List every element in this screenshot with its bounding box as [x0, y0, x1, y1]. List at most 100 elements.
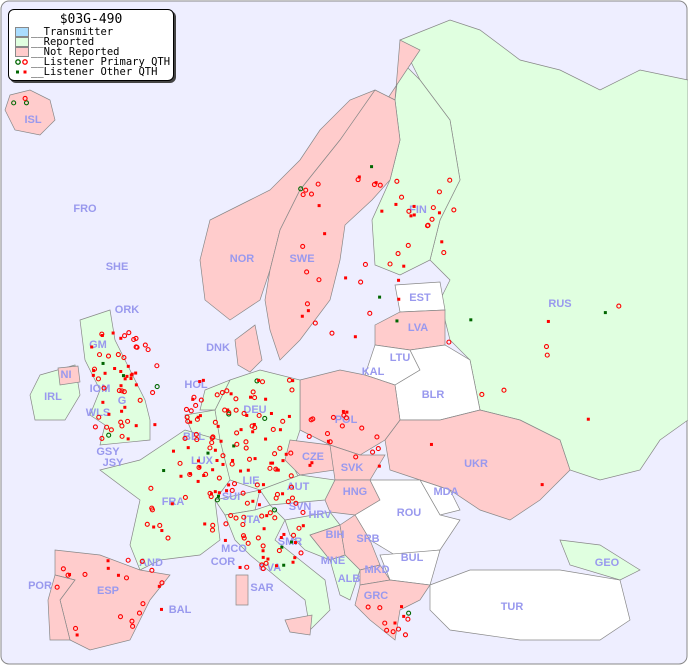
listener-primary-qth-marker [402, 632, 409, 638]
listener-primary-qth-marker [193, 402, 199, 409]
listener-primary-qth-marker [219, 390, 225, 396]
reported-swatch [15, 37, 29, 47]
listener-other-qth-marker [271, 461, 275, 465]
listener-primary-qth-marker [358, 279, 364, 285]
listener-other-qth-marker [129, 377, 133, 381]
listener-other-qth-marker [440, 240, 444, 244]
listener-primary-qth-marker [104, 424, 110, 430]
listener-other-qth-marker [123, 377, 127, 381]
listener-other-qth-marker [106, 559, 110, 563]
listener-primary-qth-marker [259, 379, 266, 385]
listener-other-qth-marker [229, 392, 233, 396]
listener-other-qth-marker [188, 472, 192, 476]
listener-primary-qth-marker [126, 330, 132, 336]
country-label-srb: SRB [356, 533, 379, 545]
listener-primary-qth-marker [304, 301, 310, 307]
listener-primary-qth-marker [142, 342, 148, 348]
country-label-dnk: DNK [206, 342, 230, 354]
listener-other-qth-marker [380, 209, 384, 213]
listener-primary-qth-marker [436, 189, 442, 195]
listener-other-qth-marker [603, 311, 607, 315]
listener-primary-qth-marker [133, 344, 139, 350]
listener-primary-qth-marker [387, 261, 393, 267]
listener-primary-qth-marker [210, 522, 216, 528]
listener-other-qth-marker [257, 490, 261, 494]
listener-other-qth-marker [264, 437, 268, 441]
legend: $03G-490 __Transmitter __Reported __Not … [8, 9, 174, 81]
listener-other-qth-marker [291, 379, 295, 383]
legend-label: __Listener Other QTH [31, 66, 158, 78]
listener-primary-qth-marker [117, 614, 124, 620]
listener-primary-qth-marker [272, 451, 278, 457]
listener-primary-qth-marker [241, 410, 247, 417]
listener-primary-qth-marker [310, 416, 316, 422]
listener-primary-qth-marker [136, 610, 143, 616]
listener-primary-qth-marker [300, 509, 306, 515]
listener-other-qth-marker [153, 423, 157, 427]
listener-primary-qth-marker [96, 352, 103, 358]
country-label-wls: WLS [86, 407, 110, 419]
country-dnk [234, 324, 263, 373]
listener-primary-qth-marker [267, 510, 273, 516]
listener-primary-qth-marker [125, 418, 131, 424]
listener-other-qth-marker [300, 314, 304, 318]
listener-primary-qth-marker [11, 100, 17, 106]
listener-other-qth-marker [293, 556, 297, 560]
listener-primary-qth-marker [289, 495, 296, 501]
listener-primary-qth-marker [209, 440, 215, 446]
listener-other-qth-marker [101, 400, 105, 404]
country-label-g: G [118, 395, 127, 407]
listener-other-qth-marker [293, 541, 297, 545]
listener-primary-qth-marker [272, 515, 278, 521]
listener-other-qth-marker [280, 545, 284, 549]
country-label-nor: NOR [230, 253, 255, 265]
listener-primary-qth-marker [327, 439, 333, 445]
listener-primary-qth-marker [405, 616, 411, 622]
listener-primary-qth-marker [390, 629, 396, 635]
listener-primary-qth-marker [228, 512, 234, 519]
listener-other-qth-marker [196, 415, 200, 419]
listener-primary-qth-marker [125, 557, 131, 563]
listener-other-qth-marker [437, 211, 441, 215]
listener-primary-qth-marker [226, 409, 232, 416]
country-label-fin: FIN [409, 204, 427, 216]
listener-primary-qth-marker [209, 435, 215, 441]
listener-primary-qth-marker [365, 604, 371, 610]
legend-label: __Reported [31, 36, 95, 48]
legend-item-transmitter: __Transmitter [9, 27, 173, 37]
listener-other-qth-marker [301, 524, 305, 528]
listener-primary-qth-marker [216, 475, 222, 481]
listener-other-qth-marker [281, 492, 285, 496]
country-label-cva: CVA [259, 562, 281, 574]
listener-other-qth-marker [262, 527, 266, 531]
listener-other-qth-marker [469, 318, 473, 322]
listener-primary-qth-marker [203, 471, 209, 477]
listener-other-qth-marker [152, 525, 156, 529]
country-label-cze: CZE [302, 451, 324, 463]
listener-primary-qth-marker [209, 527, 216, 533]
listener-primary-qth-marker [131, 336, 137, 343]
country-label-svk: SVK [341, 462, 364, 474]
listener-primary-qth-marker [479, 391, 485, 397]
legend-item-not-reported: __Not Reported [9, 47, 173, 57]
listener-other-qth-marker [216, 494, 220, 498]
listener-other-qth-marker [253, 457, 257, 461]
country-label-hol: HOL [184, 379, 208, 391]
country-cze [284, 439, 336, 476]
listener-primary-qth-marker [306, 433, 312, 439]
listener-primary-qth-marker [208, 493, 214, 500]
country-swe [264, 89, 401, 361]
not-reported-swatch [15, 47, 29, 57]
listener-primary-qth-marker [119, 388, 125, 394]
listener-primary-qth-marker [276, 548, 282, 554]
legend-item-other-qth: __Listener Other QTH [9, 67, 173, 77]
listener-primary-qth-marker [240, 490, 246, 496]
listener-other-qth-marker [211, 468, 215, 472]
square-marker-icon [15, 68, 29, 76]
listener-other-qth-marker [213, 490, 217, 494]
listener-other-qth-marker [232, 444, 236, 448]
listener-other-qth-marker [266, 557, 270, 561]
listener-other-qth-marker [370, 165, 374, 169]
country-label-swe: SWE [289, 253, 314, 265]
listener-primary-qth-marker [293, 500, 299, 506]
